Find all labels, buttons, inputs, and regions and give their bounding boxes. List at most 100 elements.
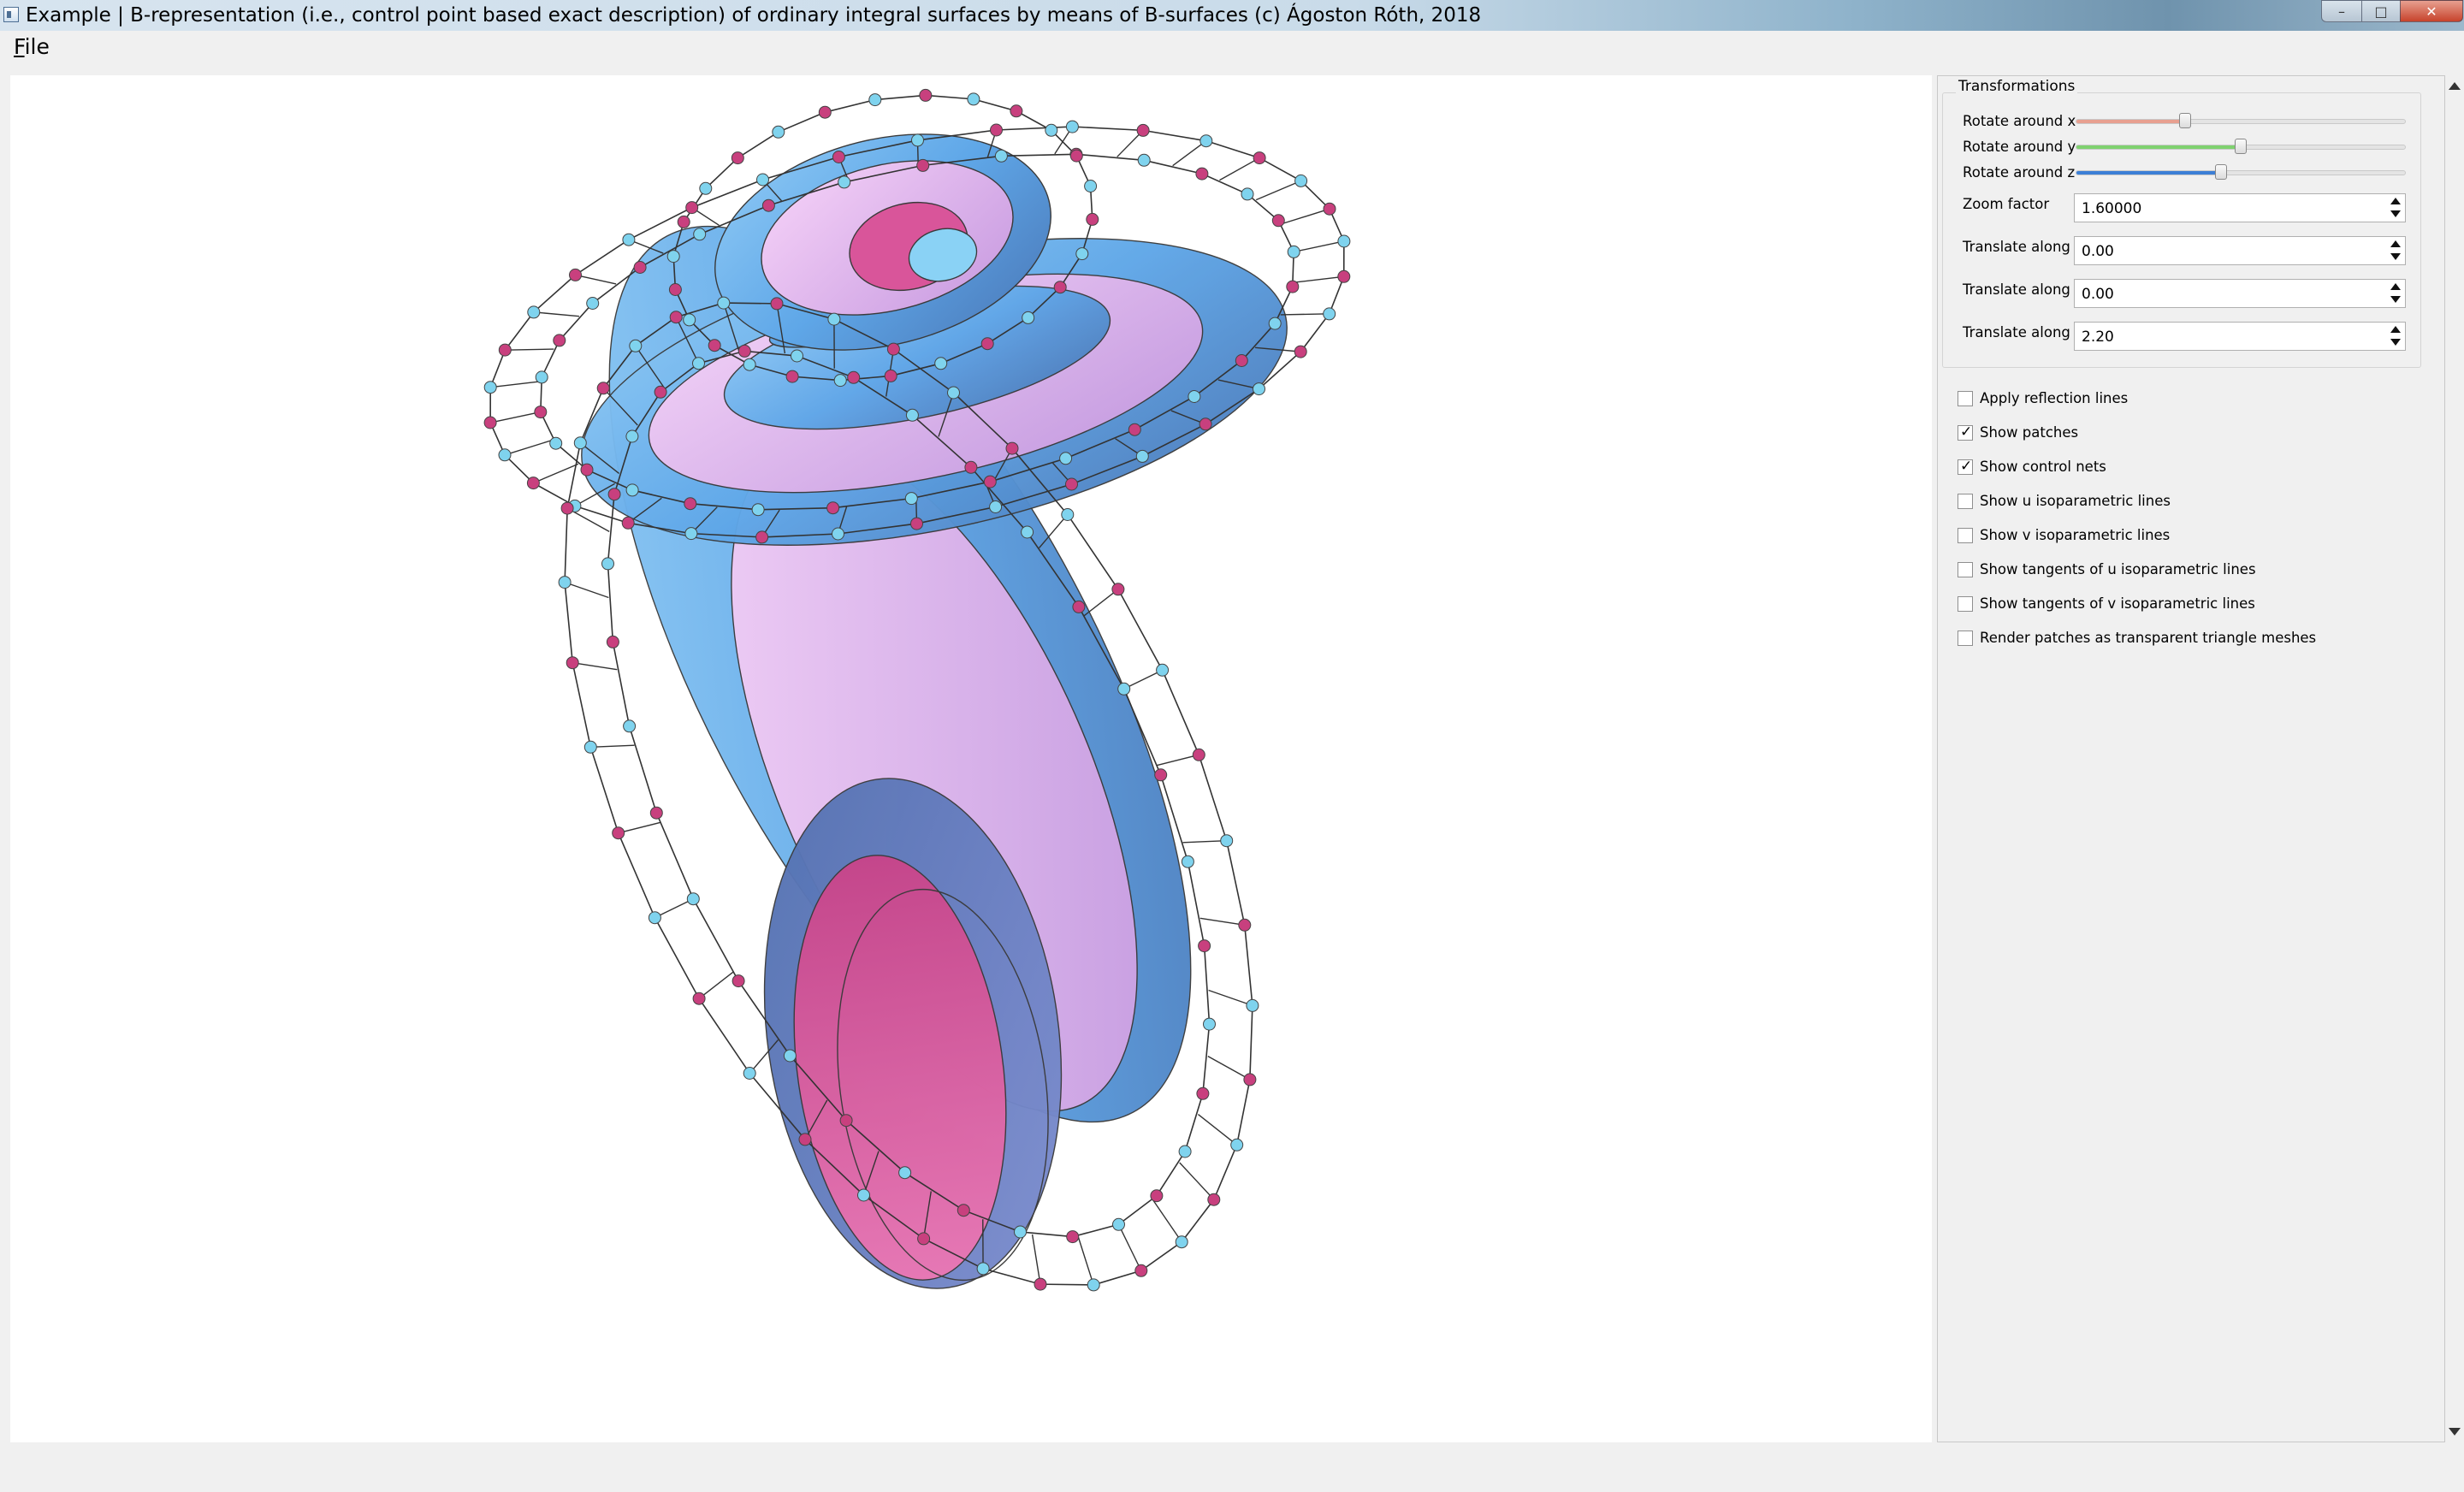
zoom-factor-label: Zoom factor xyxy=(1963,196,2050,212)
control-point xyxy=(818,105,832,119)
translate-z-label: Translate along z xyxy=(1963,324,2082,340)
control-point xyxy=(770,297,784,311)
control-point xyxy=(947,386,960,400)
checkbox-label: Show v isoparametric lines xyxy=(1980,527,2171,543)
control-point xyxy=(1059,452,1073,465)
control-point xyxy=(1053,281,1067,294)
gl-viewport[interactable] xyxy=(10,75,1932,1442)
control-point xyxy=(868,93,882,107)
translate-y-value: 0.00 xyxy=(2082,286,2114,303)
control-net-edge xyxy=(505,348,554,351)
checkbox-box[interactable]: ✓ xyxy=(1958,458,1973,475)
spin-up-arrow-icon[interactable] xyxy=(2388,323,2403,336)
control-point xyxy=(1181,855,1194,868)
checkbox-box[interactable] xyxy=(1958,391,1973,406)
rotate-z-slider-handle[interactable] xyxy=(2214,164,2227,180)
rotate-y-slider-handle[interactable] xyxy=(2235,139,2247,154)
spin-up-arrow-icon[interactable] xyxy=(2388,195,2403,208)
control-point xyxy=(1220,834,1234,848)
translate-x-value: 0.00 xyxy=(2082,243,2114,260)
control-net-edge xyxy=(1117,1224,1142,1271)
control-point xyxy=(898,1166,912,1180)
check-icon: ✓ xyxy=(1960,458,1973,475)
surface-patch xyxy=(908,228,978,282)
transformations-group-title: Transformations xyxy=(1956,77,2078,96)
maximize-button[interactable]: □ xyxy=(2361,0,2401,22)
rotate-y-slider[interactable] xyxy=(2076,139,2406,154)
control-point xyxy=(527,305,541,319)
control-net-edge xyxy=(1172,140,1207,167)
menu-bar: File xyxy=(0,31,2464,63)
spin-up-arrow-icon[interactable] xyxy=(2388,238,2403,251)
rotate-x-slider[interactable] xyxy=(2076,113,2406,128)
translate-y-spinbox[interactable]: 0.00 xyxy=(2074,279,2406,308)
control-point xyxy=(783,1049,797,1063)
checkbox-box[interactable] xyxy=(1958,562,1973,577)
panel-scrollbar[interactable] xyxy=(2445,75,2462,1442)
control-point xyxy=(798,1133,812,1146)
control-point xyxy=(743,1067,756,1080)
checkbox-box[interactable] xyxy=(1958,494,1973,509)
control-net-edge xyxy=(698,971,734,999)
transformations-group xyxy=(1942,92,2421,368)
control-point xyxy=(989,500,1003,513)
checkbox-label: Show patches xyxy=(1980,424,2079,441)
control-net-edge xyxy=(1254,346,1301,352)
control-point xyxy=(904,492,918,506)
rotate-z-slider[interactable] xyxy=(2076,164,2406,180)
control-net-edge xyxy=(776,303,786,354)
menu-file[interactable]: File xyxy=(14,34,50,59)
spin-up-arrow-icon[interactable] xyxy=(2388,281,2403,293)
control-point xyxy=(886,342,900,356)
control-point xyxy=(622,233,636,246)
control-point xyxy=(685,201,699,215)
checkbox-label: Show tangents of v isoparametric lines xyxy=(1980,595,2255,612)
spin-down-arrow-icon[interactable] xyxy=(2388,208,2403,221)
control-net-edge xyxy=(572,661,618,671)
control-net-edge xyxy=(1197,1113,1238,1146)
translate-z-spinbox[interactable]: 2.20 xyxy=(2074,322,2406,351)
control-net-edge xyxy=(490,381,542,388)
checkbox-box[interactable] xyxy=(1958,631,1973,646)
checkbox-box[interactable]: ✓ xyxy=(1958,423,1973,441)
rotate-z-label: Rotate around z xyxy=(1963,164,2076,181)
control-point xyxy=(905,408,919,422)
control-point xyxy=(580,463,594,477)
control-point xyxy=(1235,354,1248,367)
control-point xyxy=(756,173,769,186)
control-point xyxy=(666,250,680,263)
control-net-edge xyxy=(723,302,740,352)
checkbox-box[interactable] xyxy=(1958,528,1973,543)
control-net-edge xyxy=(1219,157,1260,181)
scroll-down-arrow-icon[interactable] xyxy=(2449,1428,2461,1436)
control-point xyxy=(957,1204,970,1217)
control-net-edge xyxy=(1199,917,1245,927)
zoom-factor-spinbox[interactable]: 1.60000 xyxy=(2074,193,2406,222)
control-point xyxy=(911,133,924,147)
control-point xyxy=(1253,382,1265,396)
checkbox-box[interactable] xyxy=(1958,596,1973,612)
control-net-edge xyxy=(1123,669,1163,690)
control-point xyxy=(625,429,639,443)
spin-down-arrow-icon[interactable] xyxy=(2388,336,2403,349)
control-net-edge xyxy=(575,274,617,285)
scroll-up-arrow-icon[interactable] xyxy=(2449,82,2461,90)
control-point xyxy=(833,374,847,388)
minimize-button[interactable]: – xyxy=(2321,0,2362,22)
control-point xyxy=(498,448,512,462)
control-point xyxy=(1195,167,1209,181)
translate-x-spinbox[interactable]: 0.00 xyxy=(2074,236,2406,265)
control-point xyxy=(692,992,706,1005)
control-point xyxy=(785,370,799,383)
control-point xyxy=(791,349,803,363)
close-button[interactable]: ✕ xyxy=(2400,0,2463,22)
rotate-z-slider-fill xyxy=(2076,171,2221,175)
spin-down-arrow-icon[interactable] xyxy=(2388,293,2403,306)
spin-down-arrow-icon[interactable] xyxy=(2388,251,2403,263)
control-point xyxy=(1253,151,1266,165)
checkbox-label: Show u isoparametric lines xyxy=(1980,493,2171,509)
control-point xyxy=(1045,123,1058,137)
control-point xyxy=(569,268,582,281)
control-point xyxy=(1192,748,1205,761)
rotate-x-slider-handle[interactable] xyxy=(2178,113,2191,128)
